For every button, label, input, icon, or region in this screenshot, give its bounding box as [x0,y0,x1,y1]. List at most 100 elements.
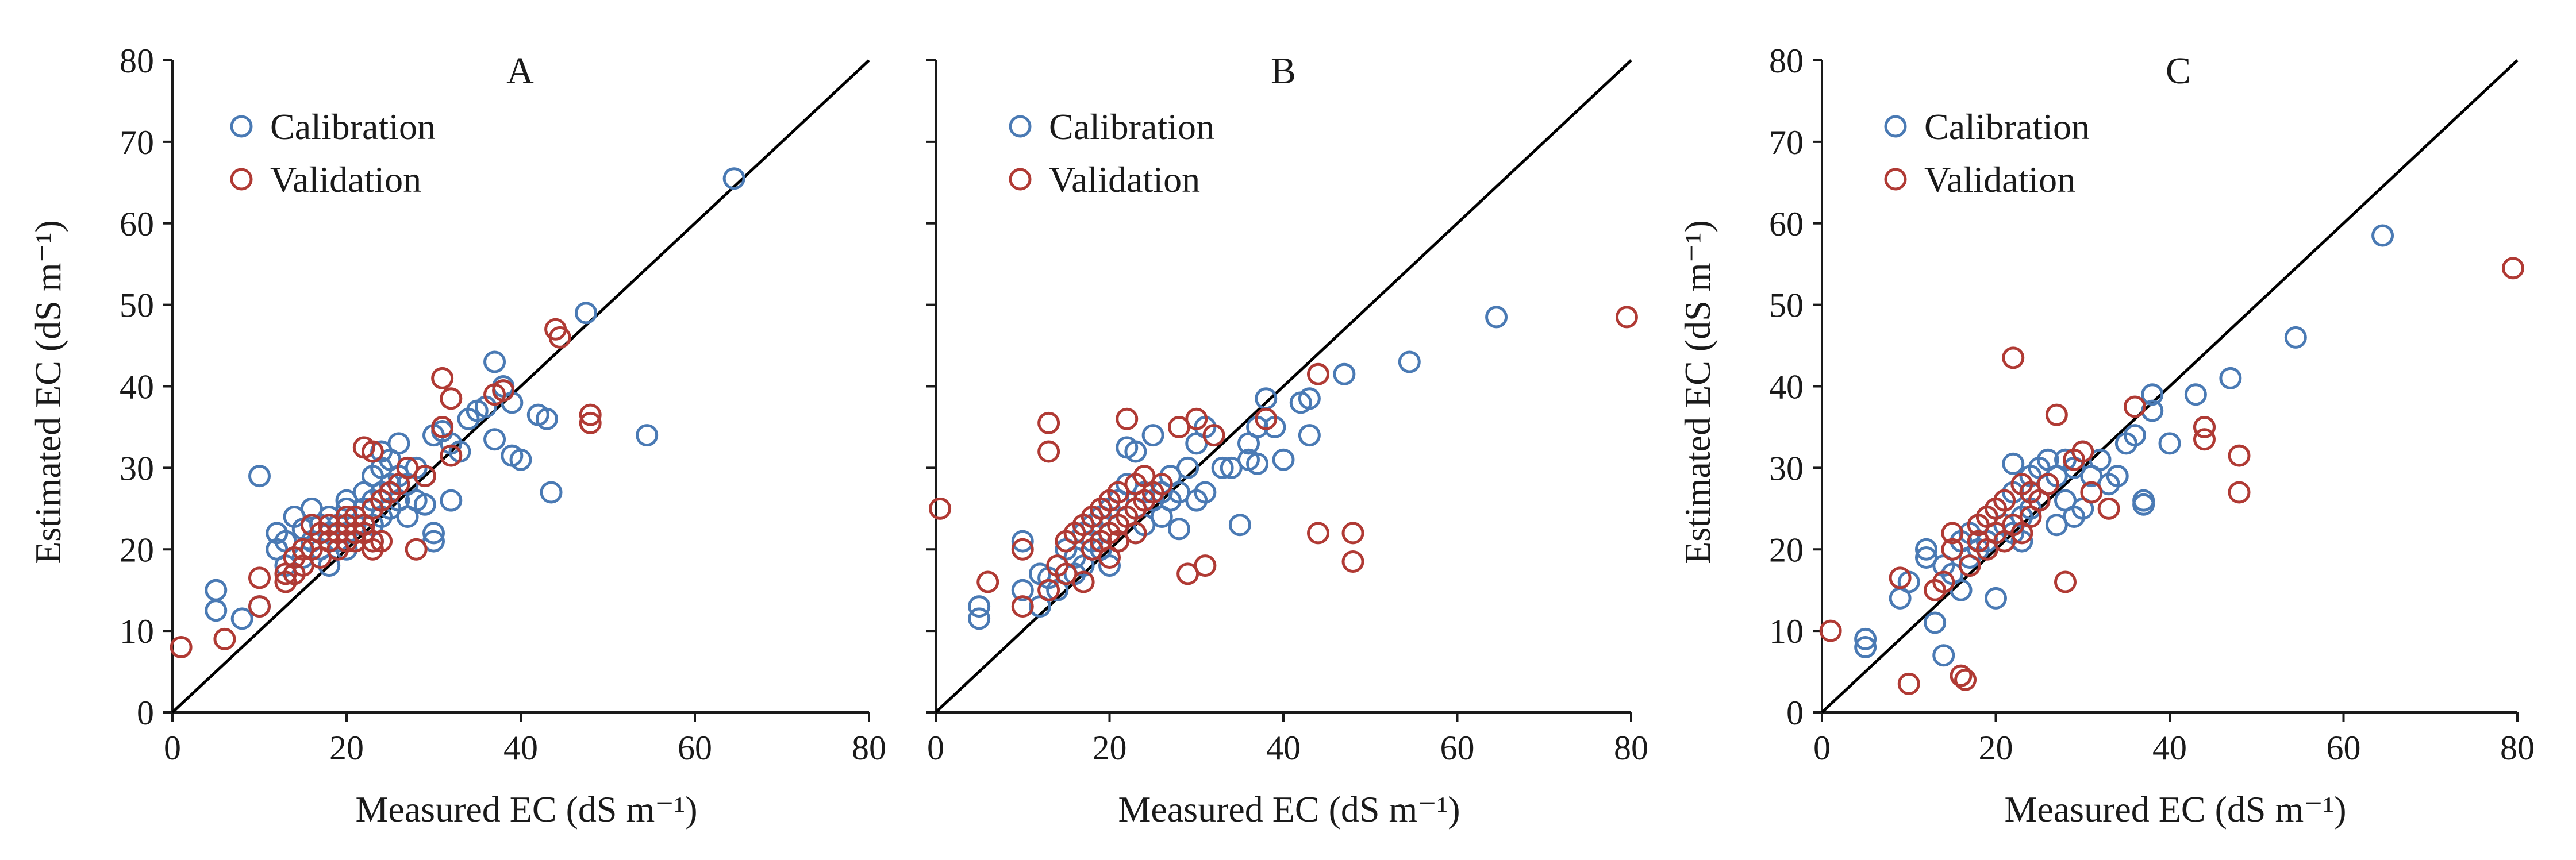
y-tick-label: 80 [1769,42,1804,80]
calibration-point [1141,424,1164,447]
calibration-point [483,350,506,373]
calibration-point [1915,538,1937,561]
validation-point [1307,362,1329,385]
panel-b: 0 20 40 60 80 B Measured EC (dS m⁻¹) Calibratio… [926,50,1648,830]
calibration-point [1398,350,1421,373]
y-axis-title: Estimated EC (dS m⁻¹) [28,220,68,564]
y-tick-label: 10 [1769,612,1804,650]
validation-point [1889,566,1912,589]
panel-label: B [1271,50,1296,92]
validation-point [2228,444,2251,467]
calibration-point [1932,644,1955,667]
validation-point [1897,672,1920,695]
y-tick-label: 60 [120,205,154,243]
series-validation [1819,257,2524,695]
validation-point [2501,257,2524,280]
calibration-point [1194,481,1217,504]
x-tick-label: 60 [678,729,712,767]
calibration-point [722,167,745,190]
validation-point [1941,522,1964,545]
calibration-point [1176,456,1199,479]
validation-point [1150,473,1173,496]
calibration-point [422,522,445,545]
validation-point [1202,424,1225,447]
x-tick-label: 0 [927,729,944,767]
one-to-one-line [935,59,1632,714]
validation-point [213,627,236,650]
legend-label-validation: Validation [270,159,421,200]
validation-point [2036,473,2059,496]
calibration-point [1228,514,1251,537]
calibration-point [2158,432,2181,455]
calibration-point [2371,224,2394,247]
legend: Calibration Validation [1009,106,1214,200]
x-tick-label: 80 [852,729,886,767]
validation-point [1011,538,1034,561]
x-tick-label: 20 [329,729,364,767]
calibration-point [1272,448,1295,471]
validation-point [1116,407,1139,430]
validation-point [440,444,463,467]
validation-point [170,636,193,658]
calibration-point [440,489,463,512]
calibration-point [1485,306,1508,329]
validation-point [1037,411,1060,434]
validation-point [405,538,428,561]
calibration-point [1985,587,2007,610]
calibration-point [636,424,659,447]
y-tick-label: 60 [1769,205,1804,243]
calibration-point [1011,530,1034,553]
validation-point [431,415,454,438]
x-tick-label: 0 [164,729,181,767]
calibration-point [230,607,253,630]
calibration-point [2002,452,2025,475]
calibration-point [2184,383,2207,406]
calibration-point [1098,554,1121,577]
legend-marker-calibration [1884,115,1907,138]
y-tick-label: 20 [1769,531,1804,569]
validation-point [413,465,436,488]
calibration-point [1298,424,1321,447]
series-validation [170,318,602,658]
validation-point [976,570,999,593]
calibration-point [2284,326,2307,349]
legend-label-calibration: Calibration [270,106,436,147]
calibration-point [205,599,228,622]
y-tick-label: 70 [120,124,154,161]
calibration-point [1011,579,1034,601]
x-tick-label: 40 [1266,729,1301,767]
validation-point [1011,595,1034,618]
x-axis-title: Measured EC (dS m⁻¹) [355,789,697,830]
validation-point [1341,522,1364,545]
calibration-point [1211,456,1234,479]
series-validation [929,306,1638,618]
calibration-point [2132,493,2155,516]
x-axis-title: Measured EC (dS m⁻¹) [2004,789,2346,830]
legend-marker-validation [1009,168,1032,191]
y-tick-label: 0 [1786,694,1804,732]
validation-point [248,566,271,589]
validation-point [1194,554,1217,577]
calibration-point [1298,387,1321,410]
validation-point [2045,403,2068,426]
legend: Calibration Validation [230,106,436,200]
calibration-point [1924,611,1947,634]
calibration-point [2124,424,2146,447]
y-tick-label: 70 [1769,124,1804,161]
validation-point [1932,570,1955,593]
panel-c: 0 20 40 60 80 0 10 20 30 40 50 60 70 80 C Measured EC (… [1677,42,2535,830]
legend-label-calibration: Calibration [1924,106,2090,147]
validation-point [2054,570,2077,593]
validation-point [1341,550,1364,573]
validation-point [492,379,515,402]
x-tick-label: 80 [1614,729,1648,767]
x-tick-label: 80 [2500,729,2535,767]
x-tick-label: 60 [2327,729,2361,767]
validation-point [2002,346,2025,369]
x-axis-title: Measured EC (dS m⁻¹) [1118,789,1460,830]
legend-label-validation: Validation [1049,159,1200,200]
validation-point [2193,415,2216,438]
x-tick-label: 60 [1440,729,1475,767]
validation-point [431,367,454,389]
validation-point [548,326,571,349]
